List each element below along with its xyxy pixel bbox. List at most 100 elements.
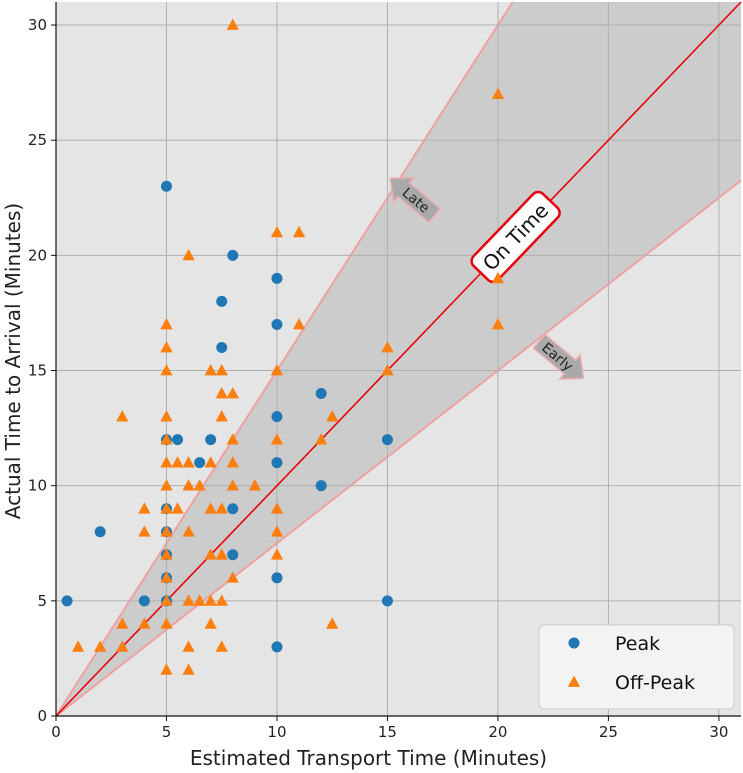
off-peak-point <box>270 548 284 560</box>
peak-point <box>216 341 228 353</box>
off-peak-point <box>193 594 206 606</box>
off-peak-point <box>381 364 394 376</box>
off-peak-point <box>193 479 206 491</box>
peak-point <box>271 411 283 423</box>
off-peak-point <box>270 433 284 445</box>
y-tick-label: 5 <box>37 592 47 610</box>
off-peak-point <box>292 225 306 238</box>
off-peak-point <box>270 502 284 514</box>
x-tick-label: 25 <box>599 723 618 741</box>
off-peak-point <box>226 18 239 30</box>
peak-point <box>381 434 393 446</box>
peak-point <box>271 572 283 584</box>
off-peak-point <box>381 340 394 353</box>
off-peak-point <box>182 640 195 652</box>
y-tick-label: 0 <box>37 707 47 725</box>
off-peak-point <box>226 571 239 583</box>
off-peak-point <box>270 225 284 238</box>
peak-point <box>172 434 184 446</box>
off-peak-point <box>182 525 195 537</box>
off-peak-point <box>160 571 173 583</box>
off-peak-point <box>215 594 228 606</box>
off-peak-point <box>160 364 173 376</box>
y-tick-label: 15 <box>28 362 47 380</box>
tick-labels: 0 5 10 15 20 25 30 0 5 10 15 20 25 30 <box>28 16 729 741</box>
off-peak-point <box>204 617 217 629</box>
off-peak-point <box>204 364 217 376</box>
off-peak-point <box>215 640 228 652</box>
peak-point <box>271 272 283 284</box>
x-tick-label: 30 <box>709 723 728 741</box>
peak-point <box>315 388 327 400</box>
off-peak-point <box>160 410 173 422</box>
off-peak-point <box>226 456 239 468</box>
x-axis-label: Estimated Transport Time (Minutes) <box>190 746 547 770</box>
peak-point <box>227 549 239 561</box>
x-tick-label: 0 <box>51 723 61 741</box>
peak-point <box>227 503 239 515</box>
x-tick-label: 15 <box>378 723 397 741</box>
off-peak-point <box>226 433 239 445</box>
off-peak-point <box>326 617 339 629</box>
off-peak-point <box>138 502 151 514</box>
y-axis-label: Actual Time to Arrival (Minutes) <box>1 203 25 519</box>
peak-point <box>194 457 206 469</box>
off-peak-point <box>491 87 505 100</box>
legend-off-peak-label: Off-Peak <box>615 672 695 694</box>
off-peak-point <box>138 617 151 629</box>
off-peak-point <box>326 410 339 422</box>
peak-point <box>381 595 393 607</box>
grid <box>56 2 741 716</box>
legend-peak-marker <box>568 637 580 649</box>
off-peak-point <box>226 387 239 399</box>
off-peak-point <box>204 456 217 468</box>
off-peak-point <box>248 479 262 491</box>
off-peak-point <box>491 317 505 330</box>
off-peak-point <box>160 548 173 560</box>
peak-point <box>138 595 150 607</box>
peak-point <box>271 457 283 469</box>
off-peak-point <box>204 594 217 606</box>
early-arrow-shape <box>532 333 585 381</box>
legend-peak-label: Peak <box>615 633 660 655</box>
off-peak-point <box>182 663 195 675</box>
off-peak-point <box>204 548 217 560</box>
y-tick-label: 10 <box>28 477 47 495</box>
off-peak-point <box>491 271 505 284</box>
off-peak-point <box>215 410 228 422</box>
off-peak-point <box>160 433 173 445</box>
axes <box>55 2 741 717</box>
off-peak-point <box>215 502 228 514</box>
peak-point <box>61 595 73 607</box>
legend-box <box>538 624 735 710</box>
off-peak-point <box>292 317 306 330</box>
legend-off-peak-marker <box>567 675 581 687</box>
off-peak-point <box>71 640 85 652</box>
off-peak-point <box>215 387 228 399</box>
off-peak-point <box>270 525 284 537</box>
off-peak-point <box>160 479 173 491</box>
off-peak-point <box>116 617 129 629</box>
peak-point <box>94 526 106 538</box>
x-tick-label: 10 <box>267 723 286 741</box>
peak-point <box>271 318 283 330</box>
legend: Peak Off-Peak <box>538 624 735 710</box>
off-peak-point <box>116 640 129 652</box>
x-tick-label: 5 <box>162 723 172 741</box>
off-peak-point <box>160 594 173 606</box>
peak-point <box>160 180 172 192</box>
peak-point <box>271 641 283 653</box>
y-tick-label: 30 <box>28 16 47 34</box>
off-peak-point <box>204 502 217 514</box>
off-peak-point <box>160 502 173 514</box>
off-peak-point <box>160 525 173 537</box>
off-peak-point <box>160 617 173 629</box>
late-arrow-shape <box>389 176 442 224</box>
peak-point <box>216 295 228 307</box>
off-peak-point <box>94 640 107 652</box>
off-peak-point <box>160 456 173 468</box>
peak-point <box>315 480 327 492</box>
off-peak-point <box>116 410 129 422</box>
band-upper-edge <box>55 1 514 717</box>
